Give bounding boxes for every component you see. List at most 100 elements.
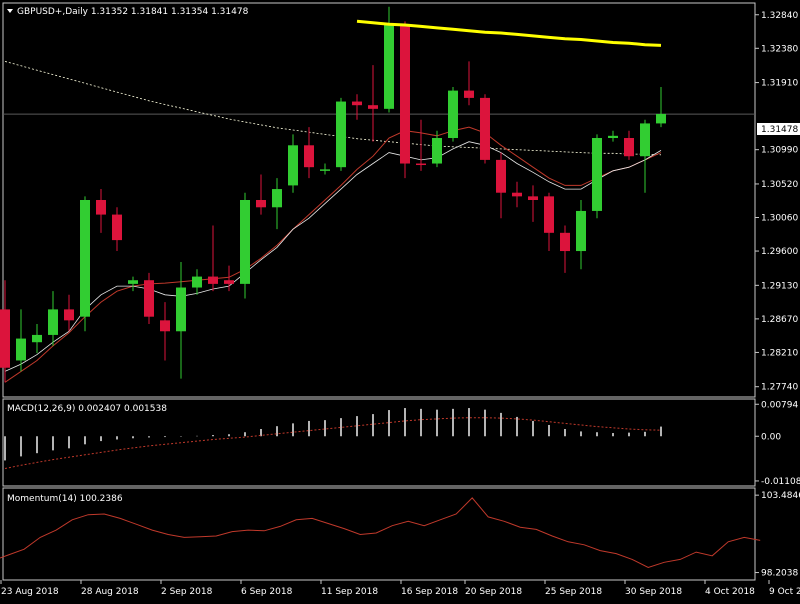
candle-body [64,309,74,321]
candle [432,130,442,168]
candle-body [128,280,138,284]
candle-body [336,101,346,168]
price-tick-label: 1.27740 [761,383,798,393]
date-tick-label: 30 Sep 2018 [625,587,682,597]
candle-body [80,200,90,317]
date-tick-label: 6 Sep 2018 [241,587,293,597]
candle-body [192,276,202,288]
candle-body [272,189,282,208]
candle-body [112,214,122,241]
candle [320,163,330,175]
candle [16,309,26,372]
candle-body [576,210,586,252]
candle [288,134,298,193]
price-tick-label: 1.30520 [761,180,798,190]
candle [64,294,74,332]
candle [272,178,282,230]
macd-tick-label: 0.00 [761,432,781,442]
price-tick-label: 1.31910 [761,79,798,89]
price-panel [0,6,755,383]
candle [176,261,186,379]
candle [640,119,650,193]
candle [416,119,426,171]
candle [528,185,538,222]
candle [464,61,474,106]
candle [400,21,410,179]
axis-labels: 1.32840 1.32380 1.31910 1.30990 1.30520 1.300… [0,11,800,597]
candle-body [176,287,186,332]
candle [368,65,378,142]
candle [80,196,90,332]
candle-body [288,145,298,186]
momentum-label: Momentum(14) 100.2386 [7,494,123,504]
candle [352,94,362,120]
ma-white-line [4,141,662,372]
candle-body [320,169,330,171]
candle-body [32,334,42,343]
candle-body [16,338,26,361]
price-tick-label: 1.32380 [761,44,798,54]
chevron-down-icon[interactable] [7,9,13,13]
candle-body [512,192,522,197]
candle [160,302,170,361]
candle-body [528,196,538,200]
candle [240,192,250,299]
candle-body [624,138,634,157]
candle [608,130,618,142]
price-tick-label: 1.32840 [761,11,798,21]
price-tick-label: 1.29130 [761,281,798,291]
date-tick-label: 23 Aug 2018 [1,587,59,597]
candle-body [240,200,250,284]
candle [112,207,122,252]
candle-body [608,135,618,139]
ma-red-line [4,126,662,383]
ma-dotted-line [4,61,662,156]
candle [336,97,346,171]
momentum-panel [0,497,761,569]
macd-label: MACD(12,26,9) 0.002407 0.001538 [7,404,167,414]
candle [144,272,154,324]
date-tick-label: 28 Aug 2018 [81,587,139,597]
macd-tick-label: -0.011088 [761,477,800,487]
candle [192,269,202,295]
price-tick-label: 1.30060 [761,214,798,224]
candle-body [48,309,58,335]
candle-body [384,24,394,109]
candle-body [160,320,170,332]
macd-tick-label: 0.00794 [761,400,798,410]
candle-body [0,309,10,368]
price-tick-label: 1.28670 [761,315,798,325]
date-tick-label: 9 Oct 2018 [769,587,800,597]
candle-body [368,105,378,109]
candle [576,200,586,270]
candle [544,192,554,252]
candle-body [464,90,474,98]
candle-body [592,138,602,211]
candle-body [352,101,362,106]
candle [48,291,58,346]
candle [208,225,218,292]
candle-body [432,138,442,164]
candle [656,86,666,128]
momentum-tick-label: 98.2038 [761,569,798,579]
candle [32,323,42,354]
panel-frames [2,2,756,581]
candle-body [480,97,490,160]
date-tick-label: 4 Oct 2018 [705,587,755,597]
candle-body [96,200,106,215]
candle-body [656,113,666,124]
price-tick-label: 1.29600 [761,247,798,257]
price-tick-label: 1.28210 [761,348,798,358]
macd-panel-frame [2,398,756,487]
candle-body [256,200,266,208]
candle-body [208,276,218,284]
candle [224,265,234,292]
ma-yellow-line [356,19,662,47]
symbol-header: GBPUSD+,Daily 1.31352 1.31841 1.31354 1.… [17,7,249,17]
candle-body [400,24,410,164]
momentum-line [0,497,761,569]
candle [304,127,314,179]
macd-signal-line [4,417,662,469]
